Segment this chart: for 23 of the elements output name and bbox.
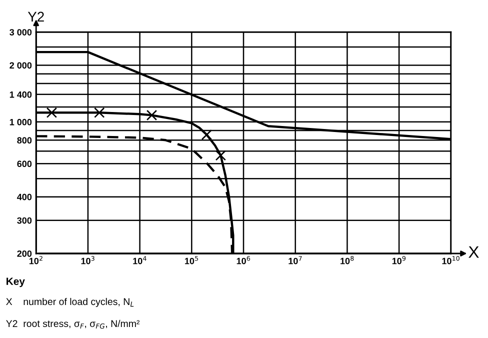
y-tick-label: 3 000 <box>10 29 32 36</box>
y-tick-label: 300 <box>17 217 32 224</box>
text: Y2 root stress, σ$_{F}$, σ$_{FG}$, N/mm² <box>6 320 140 329</box>
x-tick-label: 10$^{10}$ <box>442 256 460 264</box>
y-tick-label: 600 <box>17 160 32 168</box>
text: Key <box>6 278 25 288</box>
x-tick-label: 10$^{4}$ <box>133 256 146 264</box>
x-axis-title: X <box>468 246 479 258</box>
x-tick-label: 10$^{9}$ <box>392 256 406 264</box>
x-tick-label: 10$^{7}$ <box>288 256 302 264</box>
x-tick-label: 10$^{8}$ <box>340 256 354 264</box>
text: X number of load cycles, N$_{L}$ <box>6 298 134 308</box>
x-tick-label: 10$^{2}$ <box>29 256 42 264</box>
y-tick-label: 1 400 <box>10 91 32 98</box>
x-tick-label: 10$^{6}$ <box>236 256 250 264</box>
y-tick-label: 200 <box>17 250 32 257</box>
y-tick-label: 2 000 <box>10 62 32 69</box>
x-tick-label: 10$^{5}$ <box>185 256 198 264</box>
x-tick-label: 10$^{3}$ <box>81 256 94 264</box>
y-axis-title: Y2 <box>28 12 44 22</box>
y-tick-label: 400 <box>17 194 32 200</box>
y-tick-label: 1 000 <box>10 118 32 126</box>
y-tick-label: 800 <box>17 137 32 144</box>
